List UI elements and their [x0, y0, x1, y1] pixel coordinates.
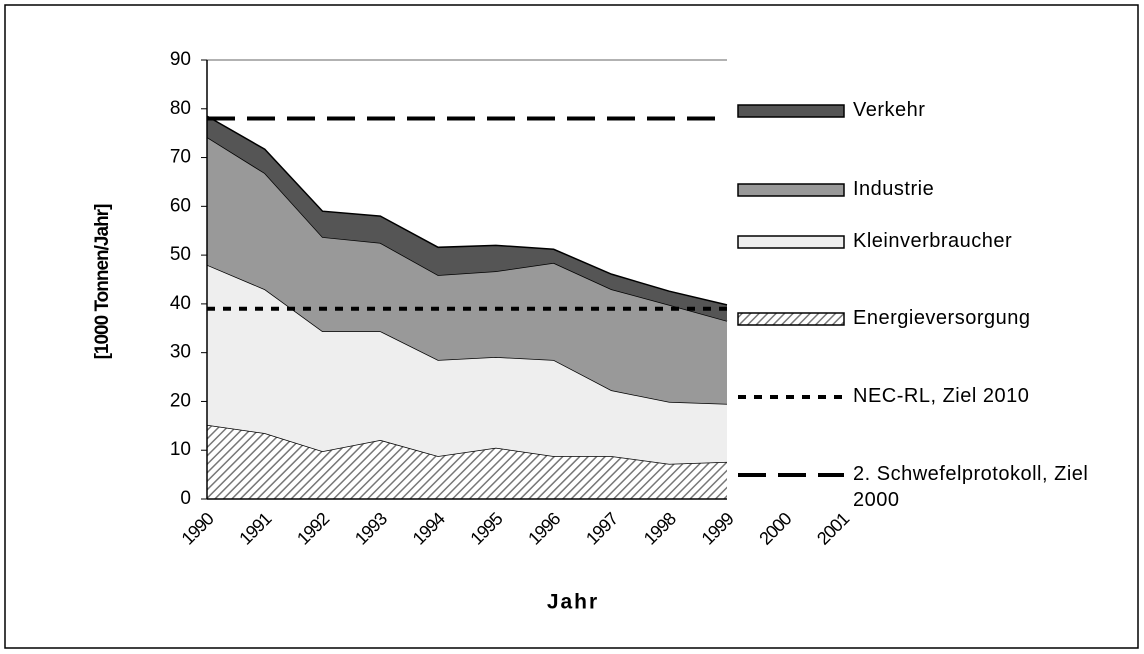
x-tick-label: 1996 [524, 508, 564, 548]
legend-swatch [737, 183, 845, 197]
legend-item: 2. Schwefelprotokoll, Ziel 2000 [735, 461, 1115, 513]
legend-label: Industrie [853, 178, 935, 200]
x-tick-label: 2000 [755, 508, 795, 548]
x-tick-label: 1998 [640, 508, 680, 548]
legend-swatch [738, 473, 844, 477]
legend-swatch [737, 312, 845, 326]
y-tick-label: 20 [170, 390, 191, 411]
area [207, 424, 727, 499]
legend-label: Kleinverbraucher [853, 230, 1013, 252]
y-tick-label: 40 [170, 293, 191, 314]
x-tick-label: 2001 [813, 508, 853, 548]
x-tick-label: 1991 [235, 508, 275, 548]
swatch [737, 235, 845, 249]
swatch [737, 183, 845, 197]
x-tick-label: 1993 [351, 508, 391, 548]
y-tick-label: 90 [170, 49, 191, 70]
y-tick-label: 50 [170, 244, 191, 265]
legend-item: Kleinverbraucher [735, 228, 1115, 254]
y-tick-label: 70 [170, 147, 191, 168]
frame [4, 4, 1139, 649]
x-tick-label: 1999 [698, 508, 738, 548]
area [207, 116, 727, 321]
swatch [737, 104, 845, 118]
legend-item: NEC-RL, Ziel 2010 [735, 383, 1115, 409]
y-tick-label: 60 [170, 195, 191, 216]
legend-item: Verkehr [735, 97, 1115, 123]
legend-label: Energieversorgung [853, 307, 1031, 329]
y-tick-label: 30 [170, 342, 191, 363]
legend-swatch [738, 395, 844, 399]
x-tick-label: 1994 [409, 508, 449, 548]
legend-label: 2. Schwefelprotokoll, Ziel 2000 [853, 463, 1089, 511]
x-tick-label: 1992 [293, 508, 333, 548]
area [207, 137, 727, 404]
swatch [737, 312, 845, 326]
x-tick-label: 1990 [178, 508, 218, 548]
area [207, 264, 727, 464]
legend-item: Industrie [735, 176, 1115, 202]
x-tick-label: 1997 [582, 508, 622, 548]
x-tick-label: 1995 [466, 508, 506, 548]
legend-label: NEC-RL, Ziel 2010 [853, 385, 1030, 407]
y-axis-title: [1000 Tonnen/Jahr] [92, 204, 113, 359]
legend-item: Energieversorgung [735, 305, 1115, 331]
x-axis-title: Jahr [547, 591, 599, 614]
y-tick-label: 10 [170, 439, 191, 460]
legend-swatch [737, 104, 845, 118]
y-tick-label: 80 [170, 98, 191, 119]
legend-swatch [737, 235, 845, 249]
y-tick-label: 0 [180, 488, 191, 509]
area-edge [206, 115, 728, 306]
legend-label: Verkehr [853, 99, 926, 121]
